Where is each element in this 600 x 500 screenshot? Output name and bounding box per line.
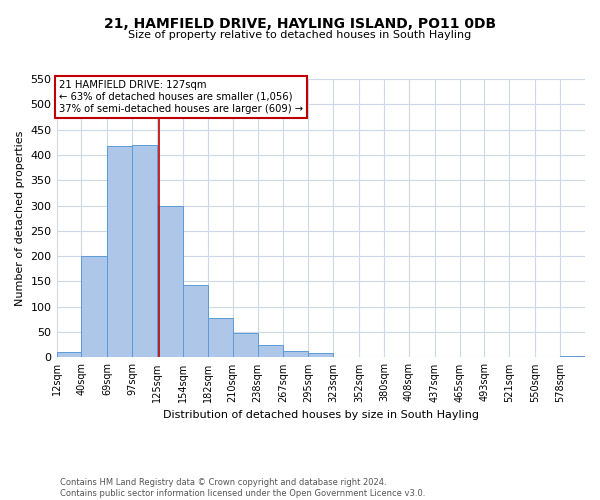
Bar [132, 145, 157, 358]
Bar [560, 356, 585, 358]
Bar [233, 333, 257, 357]
Bar [82, 256, 107, 358]
Bar [157, 206, 183, 358]
Bar [208, 318, 233, 358]
Text: 21, HAMFIELD DRIVE, HAYLING ISLAND, PO11 0DB: 21, HAMFIELD DRIVE, HAYLING ISLAND, PO11… [104, 18, 496, 32]
Text: Size of property relative to detached houses in South Hayling: Size of property relative to detached ho… [128, 30, 472, 40]
X-axis label: Distribution of detached houses by size in South Hayling: Distribution of detached houses by size … [163, 410, 479, 420]
Bar [308, 354, 333, 358]
Text: Contains HM Land Registry data © Crown copyright and database right 2024.
Contai: Contains HM Land Registry data © Crown c… [60, 478, 425, 498]
Bar [257, 345, 283, 358]
Bar [107, 146, 132, 358]
Bar [56, 352, 82, 358]
Bar [183, 285, 208, 358]
Bar [283, 351, 308, 358]
Y-axis label: Number of detached properties: Number of detached properties [15, 130, 25, 306]
Text: 21 HAMFIELD DRIVE: 127sqm
← 63% of detached houses are smaller (1,056)
37% of se: 21 HAMFIELD DRIVE: 127sqm ← 63% of detac… [59, 80, 304, 114]
